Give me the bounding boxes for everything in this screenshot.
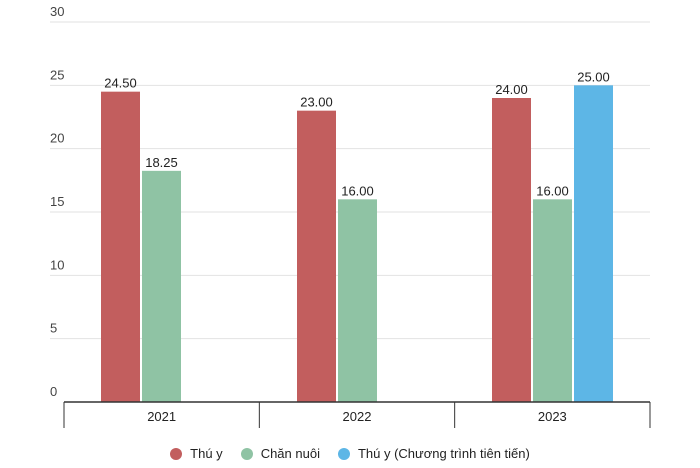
bar — [101, 91, 140, 403]
y-tick-label: 25 — [50, 67, 64, 82]
legend-swatch — [170, 447, 183, 460]
bar — [574, 85, 613, 402]
y-tick-label: 30 — [50, 4, 64, 19]
y-tick-label: 0 — [50, 384, 57, 399]
legend-label: Thú y (Chương trình tiên tiến) — [357, 446, 530, 461]
bar — [338, 199, 377, 402]
x-tick-label: 2023 — [538, 409, 567, 424]
legend-swatch — [337, 447, 350, 460]
y-tick-label: 10 — [50, 257, 64, 272]
data-label: 16.00 — [341, 183, 374, 198]
x-tick-label: 2021 — [147, 409, 176, 424]
legend: Thú y Chăn nuôi Thú y (Chương trình tiên t… — [0, 446, 700, 461]
bar — [533, 199, 572, 402]
legend-swatch — [240, 447, 253, 460]
y-tick-label: 20 — [50, 131, 64, 146]
data-label: 16.00 — [536, 183, 569, 198]
data-label: 18.25 — [145, 155, 178, 170]
legend-label: Chăn nuôi — [260, 446, 320, 461]
y-tick-label: 5 — [50, 321, 57, 336]
bar — [492, 98, 531, 402]
data-label: 25.00 — [577, 69, 610, 84]
legend-item: Thú y (Chương trình tiên tiến) — [337, 446, 530, 461]
legend-item: Chăn nuôi — [240, 446, 320, 461]
y-tick-label: 15 — [50, 194, 64, 209]
x-tick-label: 2022 — [343, 409, 372, 424]
legend-label: Thú y — [190, 446, 223, 461]
data-label: 23.00 — [300, 95, 333, 110]
legend-item: Thú y — [170, 446, 223, 461]
bar — [297, 110, 336, 403]
data-label: 24.50 — [104, 76, 137, 91]
bar — [142, 170, 181, 402]
data-label: 24.00 — [495, 82, 528, 97]
